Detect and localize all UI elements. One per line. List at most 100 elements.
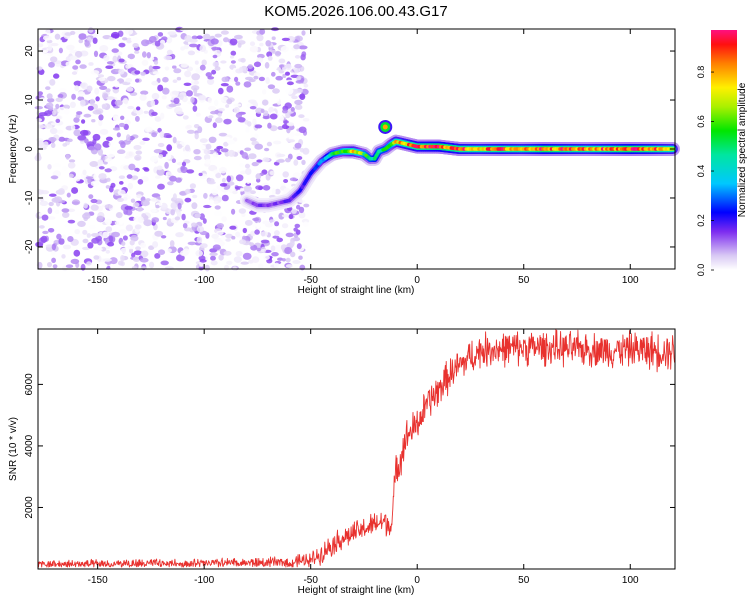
noise-blob [171,90,180,95]
noise-blob [248,99,257,104]
noise-blob [219,183,228,187]
noise-blob [282,109,288,114]
noise-blob [89,98,95,106]
noise-blob [137,179,144,185]
noise-blob [182,115,189,120]
noise-blob [173,68,182,74]
noise-blob [91,237,100,244]
noise-blob [290,251,296,258]
noise-blob [66,44,75,51]
noise-blob [285,157,291,163]
noise-blob [118,68,125,75]
noise-blob [145,198,151,202]
noise-blob [193,87,198,95]
noise-blob [246,178,251,185]
noise-blob [216,145,224,150]
noise-blob [186,90,193,97]
noise-blob [167,31,177,36]
noise-blob [288,213,294,220]
noise-blob [105,65,114,69]
snr-series-line [37,328,676,568]
spectrogram-x-axis-label: Height of straight line (km) [298,285,415,296]
noise-blob [267,55,273,61]
y-tick-label: 2000 [24,496,35,519]
noise-blob [170,209,175,216]
noise-blob [298,114,305,119]
noise-blob [56,129,64,134]
noise-blob [213,169,219,174]
noise-blob [274,230,280,236]
y-tick-label: 20 [24,45,35,57]
noise-blob [172,193,177,201]
noise-blob [165,153,172,160]
noise-blob [34,106,43,110]
noise-blob [286,122,295,127]
noise-blob [181,161,187,167]
noise-blob [130,170,138,175]
noise-blob [263,255,270,260]
noise-blob [193,80,200,85]
noise-blob [301,159,306,165]
noise-blob [92,109,102,115]
noise-blob [57,188,65,195]
noise-blob [218,132,228,137]
noise-blob [54,209,60,214]
noise-blob [293,44,300,50]
noise-blob [278,212,285,220]
noise-blob [276,237,284,243]
noise-blob [298,45,308,50]
noise-blob [102,140,111,148]
noise-blob [179,191,187,196]
noise-blob [61,166,69,171]
noise-blob [243,185,253,192]
noise-blob [48,201,54,207]
noise-blob [105,249,111,254]
noise-blob [135,115,140,122]
colorbar: 0.0 0.2 0.4 0.6 0.8 Normalized spectral ampl… [696,30,748,276]
noise-blob [134,50,140,54]
noise-blob [47,228,55,233]
noise-blob [105,185,111,189]
noise-blob [146,52,151,59]
noise-blob [203,33,211,41]
noise-blob [251,256,260,263]
x-tick-label: 50 [518,275,530,286]
spectrogram-y-axis-label: Frequency (Hz) [8,115,19,184]
noise-blob [80,263,86,271]
noise-blob [303,203,310,208]
noise-blob [139,140,146,145]
noise-blob [83,202,88,209]
noise-blob [37,261,43,269]
noise-blob [93,50,99,57]
x-tick-label: 0 [414,575,420,586]
noise-blob [118,229,128,234]
noise-blob [175,232,184,238]
noise-blob [285,87,294,95]
noise-blob [244,219,253,226]
noise-blob [67,138,73,143]
noise-blob [179,94,184,100]
noise-blob [137,206,143,212]
noise-blob [39,200,49,206]
noise-blob [70,30,76,35]
noise-blob [132,202,140,208]
noise-blob [283,179,289,183]
noise-blob [48,216,56,220]
noise-blob [271,71,276,77]
noise-blob [63,108,70,115]
noise-blob [58,47,64,54]
noise-blob [254,133,259,139]
noise-blob [93,255,100,260]
noise-blob [102,231,109,239]
noise-blob [90,198,98,204]
noise-blob [100,154,106,162]
noise-blob [151,132,158,138]
noise-blob [95,96,100,102]
noise-blob [296,243,302,250]
noise-blob [259,42,264,47]
noise-blob [258,263,264,270]
noise-blob [184,188,191,195]
noise-blob [106,96,115,100]
noise-blob [157,183,165,190]
